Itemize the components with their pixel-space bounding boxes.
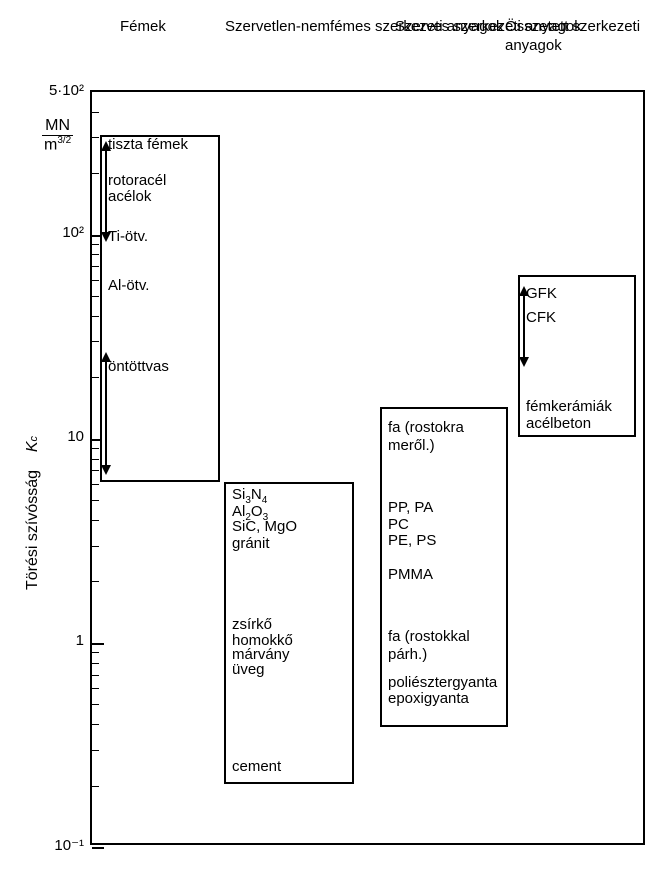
tick-minor (92, 500, 99, 501)
arrow-head-up-icon (519, 286, 529, 296)
tick-minor (92, 112, 99, 113)
tick-minor (92, 786, 99, 787)
y-axis-text: Törési szívósság (24, 470, 41, 590)
tick-major (92, 847, 104, 849)
tick-minor (92, 663, 99, 664)
material-label: epoxigyanta (388, 690, 469, 708)
tick-minor (92, 254, 99, 255)
material-label: GFK (526, 285, 557, 303)
tick-minor (92, 244, 99, 245)
tick-minor (92, 137, 99, 138)
unit-denominator: m3/2 (42, 136, 73, 154)
tick-minor (92, 750, 99, 751)
material-label: üveg (232, 661, 265, 679)
tick-label: 10 (36, 428, 84, 445)
tick-minor (92, 581, 99, 582)
arrow-head-down-icon (101, 232, 111, 242)
material-label: Ti-ötv. (108, 228, 148, 246)
material-label: CFK (526, 309, 556, 327)
material-label: PP, PA (388, 499, 433, 517)
tick-minor (92, 520, 99, 521)
material-label: fémkerámiák (526, 398, 612, 416)
unit-numerator: MN (42, 118, 73, 136)
range-arrow (105, 147, 107, 236)
range-arrow (523, 292, 525, 361)
material-label: fa (rostokkal párh.) (388, 628, 470, 664)
tick-minor (92, 459, 99, 460)
tick-minor (92, 173, 99, 174)
range-arrow (105, 358, 107, 469)
material-label: PE, PS (388, 532, 436, 550)
tick-minor (92, 448, 99, 449)
col-header-composite: Összetett szerkezeti anyagok (505, 18, 660, 56)
tick-minor (92, 724, 99, 725)
tick-minor (92, 377, 99, 378)
tick-minor (92, 704, 99, 705)
material-label: fa (rostokra meről.) (388, 419, 464, 455)
tick-minor (92, 470, 99, 471)
material-label: öntöttvas (108, 358, 169, 376)
y-axis-unit: MN m3/2 (42, 118, 73, 154)
material-label: Al-ötv. (108, 277, 149, 295)
material-label: PMMA (388, 566, 433, 584)
tick-label: 10² (36, 224, 84, 241)
tick-minor (92, 546, 99, 547)
y-axis-label: Törési szívósság Kc (24, 436, 42, 590)
tick-minor (92, 266, 99, 267)
tick-label: 10⁻¹ (36, 836, 84, 854)
tick-label: 1 (36, 632, 84, 649)
material-label: cement (232, 758, 281, 776)
arrow-head-up-icon (101, 141, 111, 151)
tick-minor (92, 675, 99, 676)
tick-minor (92, 341, 99, 342)
tick-major (92, 643, 104, 645)
tick-minor (92, 484, 99, 485)
col-header-metals: Fémek (120, 18, 166, 37)
arrow-head-up-icon (101, 352, 111, 362)
material-label: acélbeton (526, 415, 591, 433)
tick-minor (92, 280, 99, 281)
tick-minor (92, 688, 99, 689)
material-label: gránit (232, 535, 270, 553)
tick-minor (92, 316, 99, 317)
arrow-head-down-icon (101, 465, 111, 475)
chart-root: Fémek Szervetlen-nemfémes szerkezeti any… (0, 0, 660, 879)
tick-minor (92, 652, 99, 653)
tick-minor (92, 296, 99, 297)
arrow-head-down-icon (519, 357, 529, 367)
material-label: tiszta fémek (108, 136, 188, 154)
tick-label-top: 5·10² (36, 82, 84, 99)
material-label: acélok (108, 188, 151, 206)
